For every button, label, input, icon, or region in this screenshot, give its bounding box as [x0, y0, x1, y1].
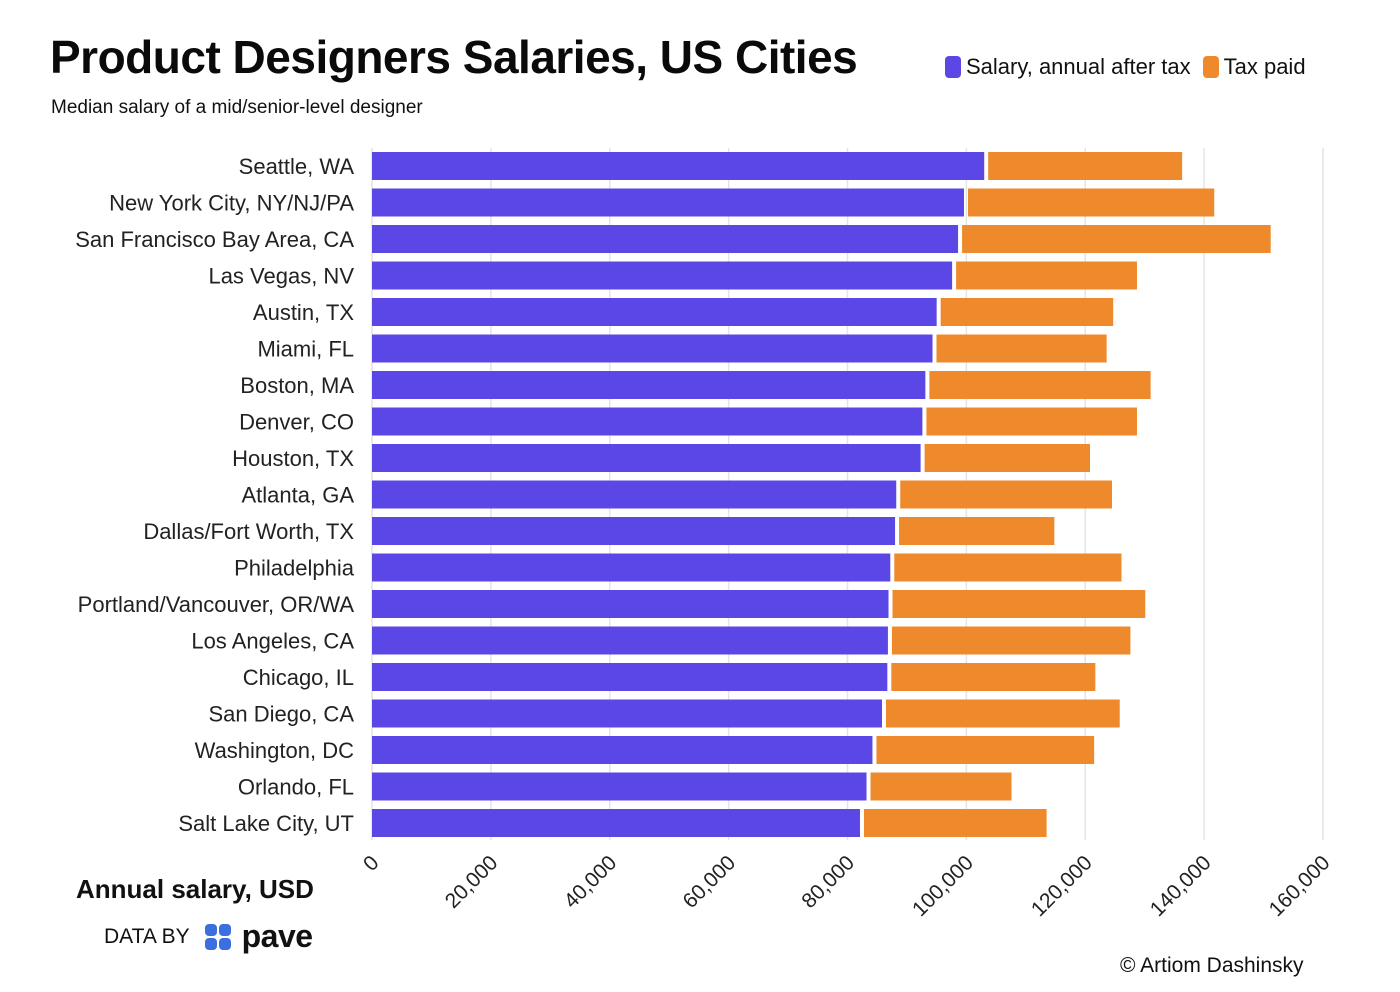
- pave-logo-icon: [204, 923, 231, 950]
- bar-salary: [372, 699, 882, 728]
- bar-tax: [892, 590, 1146, 618]
- category-label: Salt Lake City, UT: [178, 811, 354, 836]
- bar-tax: [956, 261, 1137, 290]
- category-label: Orlando, FL: [238, 775, 354, 800]
- bar-salary: [372, 298, 937, 326]
- bar-salary: [372, 626, 888, 655]
- bar-salary: [372, 407, 923, 436]
- x-axis-title: Annual salary, USD: [76, 874, 314, 904]
- bar-salary: [372, 334, 933, 363]
- x-tick-label: 140,000: [1146, 851, 1216, 921]
- bar-salary: [372, 444, 921, 472]
- bar-salary: [372, 809, 860, 837]
- bar-tax: [891, 663, 1096, 691]
- credit-prefix: DATA BY: [104, 924, 190, 948]
- category-label: Washington, DC: [195, 738, 354, 763]
- category-label: Austin, TX: [253, 300, 354, 325]
- credit-brand: pave: [241, 918, 313, 954]
- bar-tax: [929, 371, 1151, 399]
- bar-tax: [936, 334, 1107, 363]
- bar-tax: [899, 517, 1055, 545]
- x-tick-label: 100,000: [908, 851, 978, 921]
- chart-subtitle: Median salary of a mid/senior-level desi…: [51, 97, 423, 118]
- x-tick-label: 40,000: [560, 851, 622, 913]
- bar-tax: [876, 736, 1095, 764]
- bar-salary: [372, 736, 873, 764]
- category-label: Miami, FL: [257, 337, 354, 362]
- bar-salary: [372, 553, 891, 582]
- legend-swatch-tax: [1202, 56, 1219, 78]
- bar-salary: [372, 261, 953, 290]
- category-label: San Diego, CA: [208, 702, 354, 727]
- chart-title: Product Designers Salaries, US Cities: [50, 31, 858, 83]
- bar-tax: [962, 225, 1271, 253]
- category-label: Philadelphia: [234, 556, 355, 581]
- category-label: Denver, CO: [239, 410, 354, 435]
- bar-tax: [967, 188, 1215, 217]
- x-tick-label: 120,000: [1027, 851, 1097, 921]
- bar-salary: [372, 188, 964, 217]
- x-tick-label: 60,000: [678, 851, 740, 913]
- category-label: Seattle, WA: [239, 154, 355, 179]
- category-label: Houston, TX: [232, 446, 354, 471]
- bar-tax: [926, 407, 1137, 436]
- bar-tax: [940, 298, 1114, 326]
- copyright: © Artiom Dashinsky: [1120, 954, 1304, 977]
- category-label: Los Angeles, CA: [191, 629, 354, 654]
- x-tick-label: 80,000: [797, 851, 859, 913]
- bar-salary: [372, 480, 897, 509]
- bar-tax: [894, 553, 1122, 582]
- bar-tax: [870, 772, 1012, 801]
- bar-tax: [863, 809, 1047, 837]
- x-tick-label: 20,000: [441, 851, 503, 913]
- bar-tax: [891, 626, 1131, 655]
- bar-salary: [372, 371, 926, 399]
- category-label: Boston, MA: [240, 373, 354, 398]
- category-label: Portland/Vancouver, OR/WA: [78, 592, 355, 617]
- category-label: Atlanta, GA: [241, 483, 354, 508]
- data-credit: DATA BY pave: [104, 918, 313, 955]
- legend-label-tax: Tax paid: [1223, 54, 1306, 79]
- x-tick-label: 0: [359, 851, 384, 876]
- bar-tax: [988, 152, 1183, 180]
- bar-salary: [372, 590, 889, 618]
- legend-item-tax: Tax paid: [1202, 54, 1306, 80]
- category-label: Las Vegas, NV: [208, 264, 354, 289]
- category-label: Chicago, IL: [243, 665, 354, 690]
- bar-tax: [924, 444, 1091, 472]
- legend-item-salary: Salary, annual after tax: [945, 54, 1191, 80]
- category-label: New York City, NY/NJ/PA: [109, 191, 354, 216]
- bar-tax: [900, 480, 1112, 509]
- legend-swatch-salary: [945, 56, 961, 78]
- bar-salary: [372, 772, 867, 801]
- bar-salary: [372, 663, 888, 691]
- x-tick-label: 160,000: [1265, 851, 1335, 921]
- legend-label-salary: Salary, annual after tax: [966, 54, 1191, 79]
- bar-tax: [885, 699, 1120, 728]
- bar-salary: [372, 152, 985, 180]
- category-label: San Francisco Bay Area, CA: [75, 227, 354, 252]
- bar-salary: [372, 517, 896, 545]
- bar-salary: [372, 225, 959, 253]
- category-label: Dallas/Fort Worth, TX: [143, 519, 354, 544]
- legend: Salary, annual after tax Tax paid: [945, 54, 1306, 80]
